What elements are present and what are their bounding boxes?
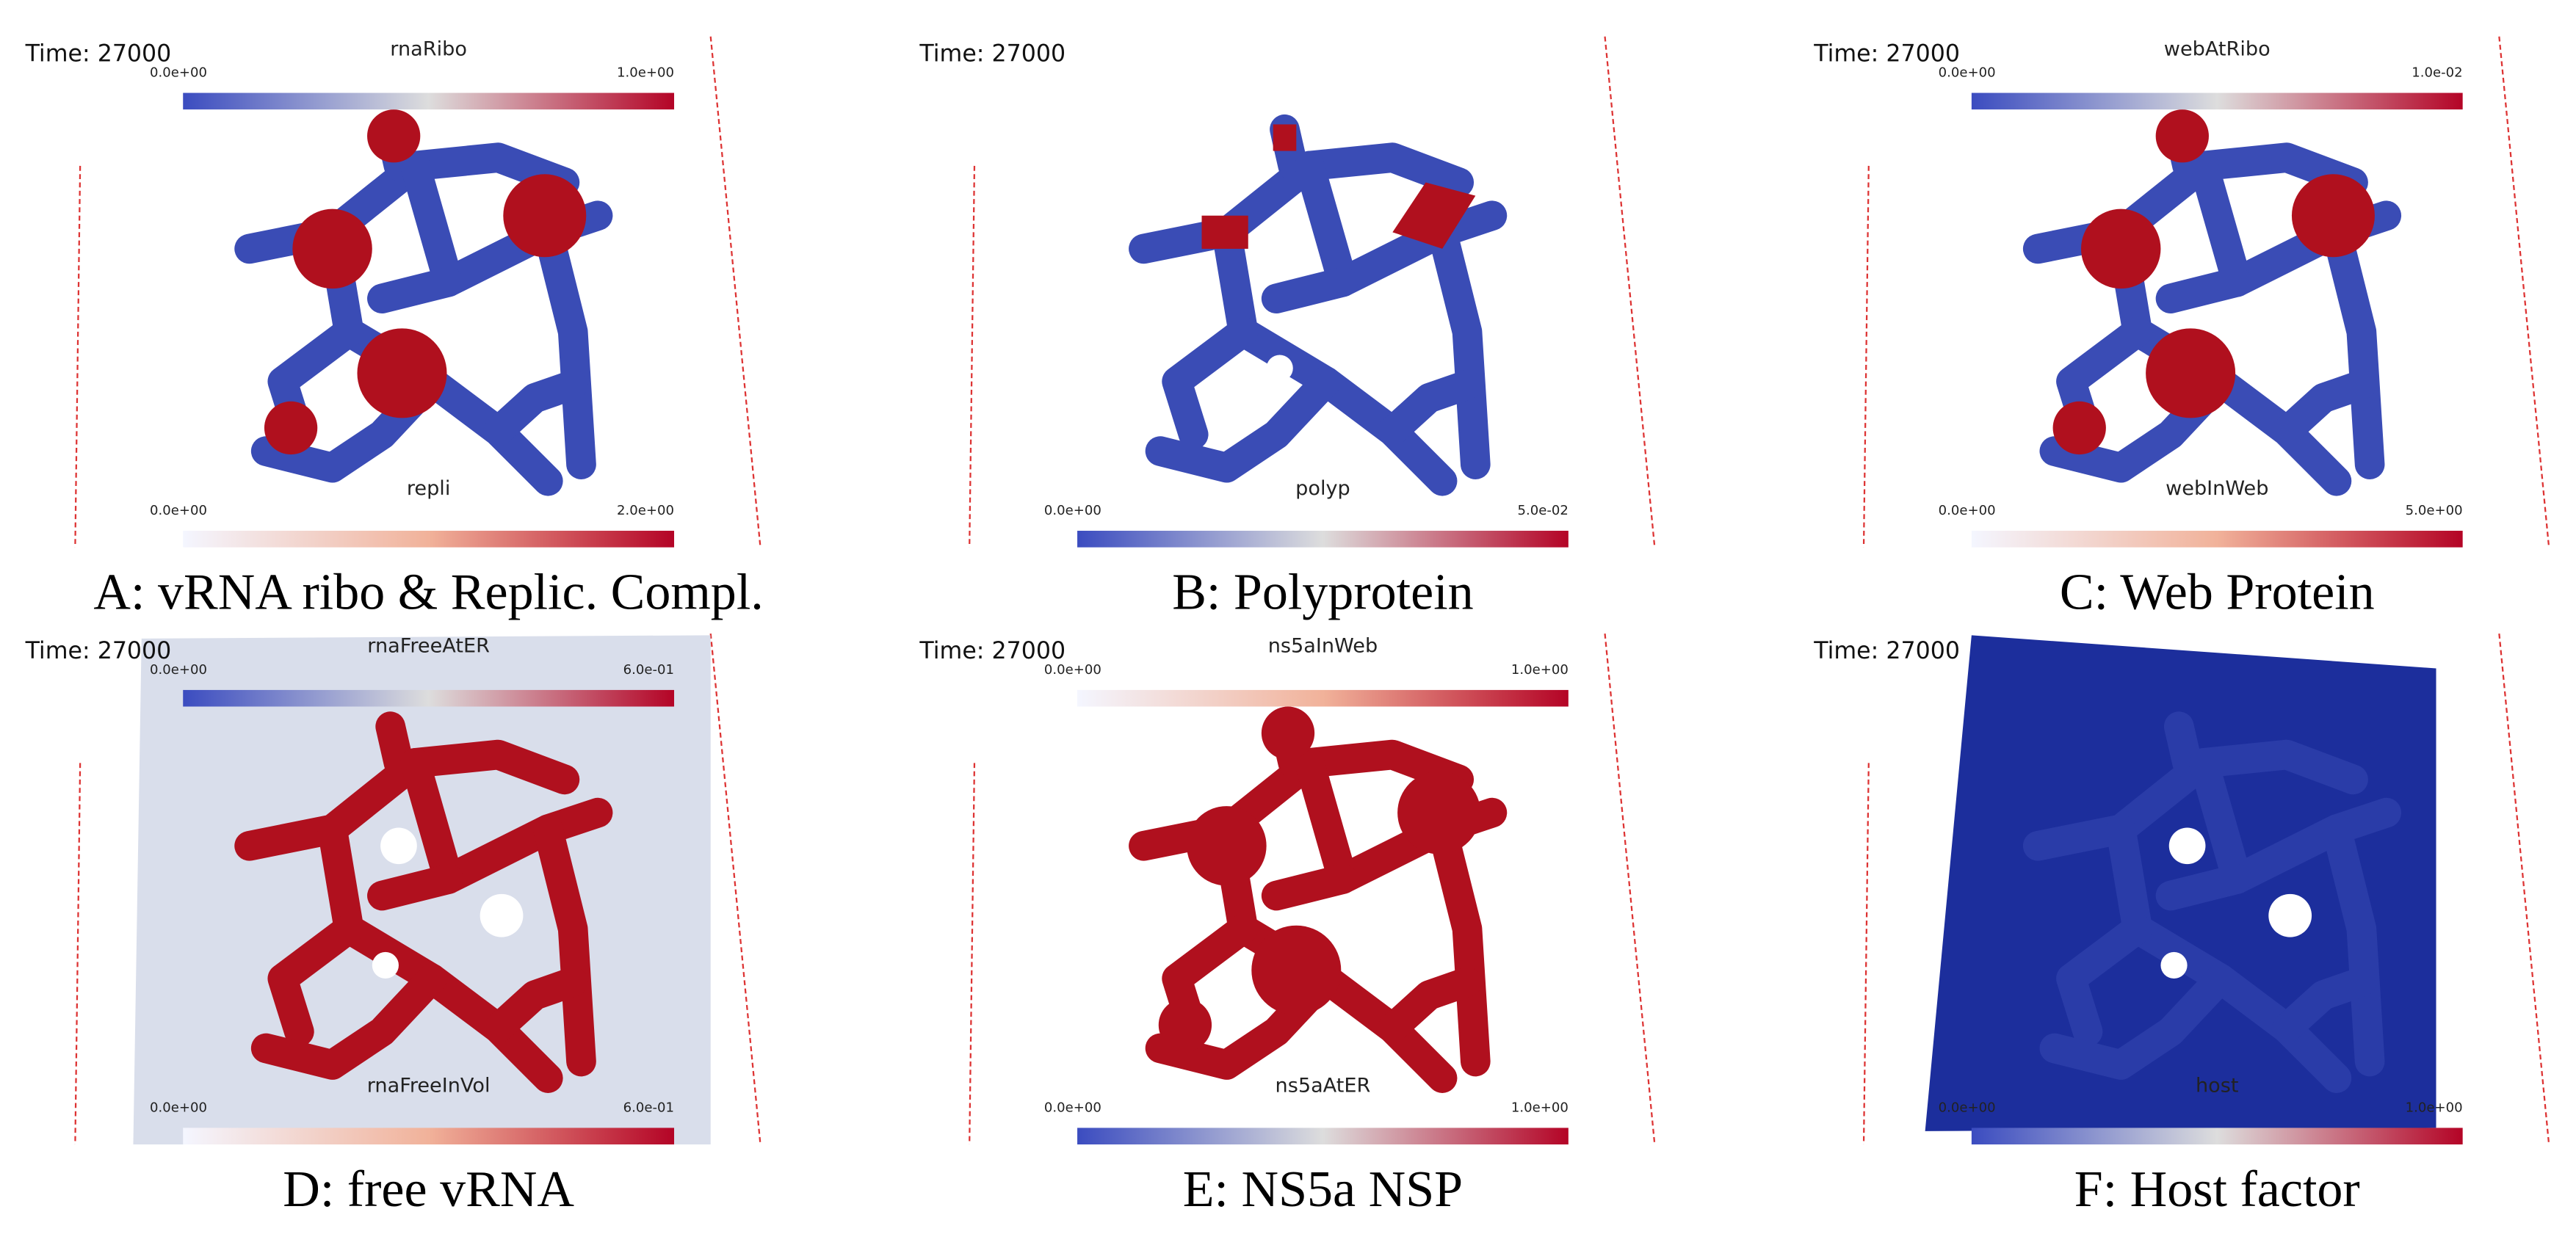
colorbar xyxy=(183,531,675,548)
colorbar-max: 5.0e-02 xyxy=(1517,503,1568,518)
polyprotein-patch xyxy=(1273,124,1297,151)
colorbar-min: 0.0e+00 xyxy=(150,503,207,518)
colorbar-title: host xyxy=(2196,1074,2239,1097)
time-label: Time: 27000 xyxy=(919,638,1066,664)
colorbar-title: webInWeb xyxy=(2166,477,2268,500)
colorbar xyxy=(1077,689,1569,707)
colorbar-max: 6.0e-01 xyxy=(623,662,674,678)
colorbar-min: 0.0e+00 xyxy=(150,662,207,678)
membrane-network xyxy=(1143,129,1491,481)
colorbar-title: ns5aInWeb xyxy=(1268,635,1378,658)
panel: Time: 27000 host 0.0e+00 1.0e+00 F: Host fac… xyxy=(1813,633,2550,1218)
time-label: Time: 27000 xyxy=(25,638,172,664)
colorbar-min: 0.0e+00 xyxy=(1939,1100,1996,1115)
colorbar xyxy=(183,689,675,707)
colorbar-title: ns5aAtER xyxy=(1276,1074,1371,1097)
axis-line xyxy=(969,165,976,548)
colorbar-title: webAtRibo xyxy=(2164,37,2271,60)
colorbar xyxy=(1971,1128,2463,1144)
axis-line xyxy=(2498,633,2550,1145)
axis-line xyxy=(2498,36,2550,548)
colorbar-max: 6.0e-01 xyxy=(623,1100,674,1115)
time-label: Time: 27000 xyxy=(25,41,172,68)
colorbar-max: 1.0e+00 xyxy=(1511,1100,1569,1115)
axis-line xyxy=(1604,633,1656,1145)
panel: Time: 27000 rnaFreeAtER 0.0e+00 6.0e-01 rnaF… xyxy=(25,633,761,1218)
colorbar-min: 0.0e+00 xyxy=(150,65,207,80)
colorbar xyxy=(1077,1128,1569,1144)
caption: C: Web Protein xyxy=(2060,564,2375,620)
caption: F: Host factor xyxy=(2074,1161,2360,1218)
colorbar-min: 0.0e+00 xyxy=(150,1100,207,1115)
colorbar-max: 1.0e-02 xyxy=(2412,65,2462,80)
panel: Time: 27000 webAtRibo 0.0e+00 1.0e-02 webInW… xyxy=(1813,36,2550,620)
polyprotein-patch xyxy=(1392,182,1476,249)
caption: B: Polyprotein xyxy=(1172,564,1473,620)
colorbar-max: 5.0e+00 xyxy=(2406,503,2463,518)
panel: Time: 27000 polyp 0.0e+00 5.0e-02 B: Polypro… xyxy=(919,36,1656,620)
colorbar xyxy=(183,92,675,110)
axis-line xyxy=(1862,165,1870,548)
colorbar-max: 2.0e+00 xyxy=(617,503,674,518)
colorbar-min: 0.0e+00 xyxy=(1939,503,1996,518)
colorbar-max: 1.0e+00 xyxy=(2406,1100,2463,1115)
axis-line xyxy=(1862,763,1870,1145)
axis-line xyxy=(1604,36,1656,548)
colorbar xyxy=(1077,531,1569,548)
colorbar-title: rnaFreeInVol xyxy=(367,1074,491,1097)
colorbar-min: 0.0e+00 xyxy=(1044,503,1101,518)
colorbar xyxy=(1971,92,2463,110)
colorbar-min: 0.0e+00 xyxy=(1939,65,1996,80)
time-label: Time: 27000 xyxy=(1813,41,1960,68)
colorbar-title: polyp xyxy=(1295,477,1350,500)
polyprotein-patch xyxy=(1201,215,1248,249)
caption: D: free vRNA xyxy=(283,1161,574,1218)
colorbar-title: repli xyxy=(407,477,451,500)
colorbar-min: 0.0e+00 xyxy=(1044,662,1101,678)
axis-line xyxy=(969,763,976,1145)
axis-line xyxy=(709,633,761,1145)
colorbar-max: 1.0e+00 xyxy=(1511,662,1569,678)
axis-line xyxy=(74,165,82,548)
colorbar-title: rnaRibo xyxy=(390,37,467,60)
colorbar-max: 1.0e+00 xyxy=(617,65,674,80)
axis-line xyxy=(74,763,82,1145)
colorbar-title: rnaFreeAtER xyxy=(367,635,490,658)
time-label: Time: 27000 xyxy=(1813,638,1960,664)
colorbar xyxy=(183,1128,675,1144)
panel: Time: 27000 ns5aInWeb 0.0e+00 1.0e+00 ns5aAt… xyxy=(919,633,1656,1218)
colorbar xyxy=(1971,531,2463,548)
panel: Time: 27000 rnaRibo 0.0e+00 1.0e+00 repli 0.0… xyxy=(25,36,764,620)
caption: A: vRNA ribo & Replic. Compl. xyxy=(93,564,763,620)
time-label: Time: 27000 xyxy=(919,41,1066,68)
colorbar-min: 0.0e+00 xyxy=(1044,1100,1101,1115)
caption: E: NS5a NSP xyxy=(1183,1161,1463,1218)
axis-line xyxy=(709,36,761,548)
